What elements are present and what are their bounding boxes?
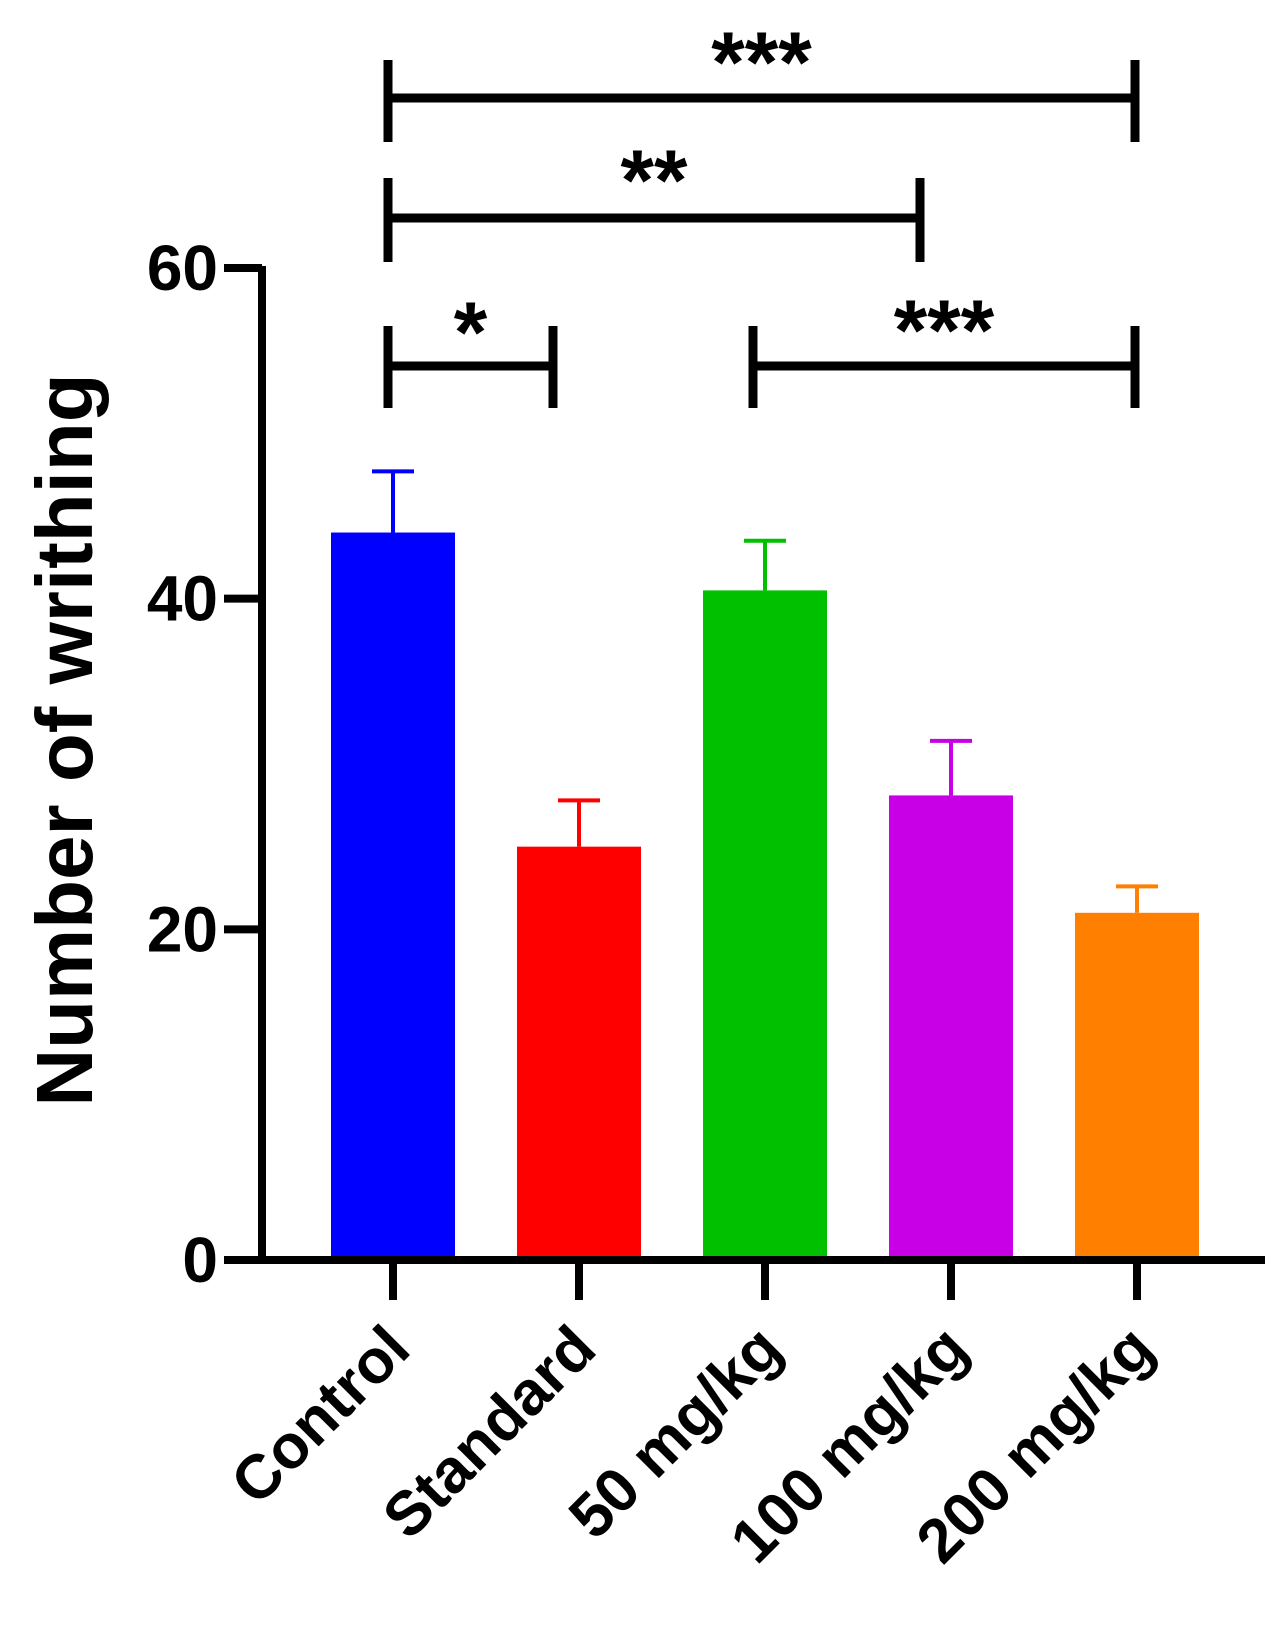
bar-200-mg-kg [1075, 912, 1199, 1260]
significance-label: * [454, 285, 488, 381]
bar-control [331, 532, 455, 1260]
y-tick-label: 60 [147, 232, 218, 304]
significance-bracket: ** [383, 133, 925, 262]
significance-label: *** [894, 283, 995, 379]
bar-standard [517, 846, 641, 1260]
significance-bracket: *** [748, 283, 1140, 408]
y-tick-label: 0 [182, 1224, 218, 1296]
significance-layer: ****** *** [383, 15, 1140, 408]
bars-layer [331, 532, 1199, 1260]
bar-50-mg-kg [703, 590, 827, 1260]
y-axis-label: Number of writhing [20, 373, 109, 1106]
y-tick-label: 40 [147, 563, 218, 635]
significance-label: ** [621, 133, 688, 229]
significance-bracket: * [383, 285, 558, 408]
error-bars-layer [372, 469, 1158, 913]
bar-100-mg-kg [889, 795, 1013, 1260]
y-tick-label: 20 [147, 893, 218, 965]
significance-bracket: *** [383, 15, 1140, 142]
significance-label: *** [711, 15, 812, 111]
